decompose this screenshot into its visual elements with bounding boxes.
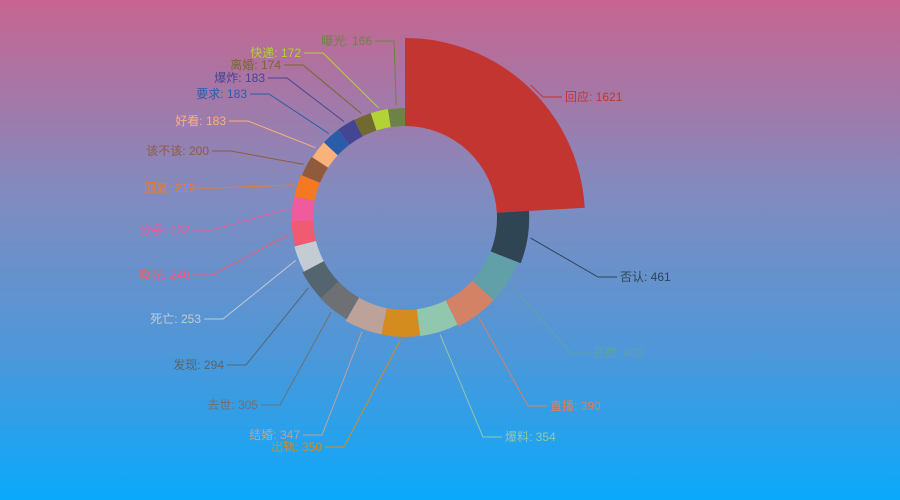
slice-label-0: 回应: 1621 — [565, 89, 623, 104]
slice-label-7: 去世: 305 — [207, 398, 258, 412]
slice-15[interactable] — [323, 129, 350, 156]
slice-label-16: 爆炸: 183 — [214, 71, 265, 85]
slice-label-5: 出轨: 350 — [271, 440, 322, 454]
leader-line-3 — [478, 317, 547, 407]
leader-line-17 — [284, 64, 362, 114]
slice-11[interactable] — [291, 196, 315, 222]
slice-label-15: 要求: 183 — [196, 87, 247, 101]
leader-line-1 — [530, 237, 617, 278]
leader-line-19 — [375, 40, 397, 106]
slice-4[interactable] — [416, 300, 458, 337]
leader-line-4 — [439, 334, 502, 438]
slice-10[interactable] — [291, 220, 316, 247]
leader-line-5 — [325, 339, 402, 448]
slice-2[interactable] — [472, 251, 518, 301]
slice-18[interactable] — [370, 109, 391, 131]
slice-1[interactable] — [490, 210, 530, 264]
slice-label-9: 死亡: 253 — [150, 312, 201, 326]
slice-8[interactable] — [302, 261, 339, 299]
leader-line-10 — [193, 233, 290, 276]
leader-line-15 — [250, 93, 330, 134]
leader-line-16 — [268, 77, 345, 123]
slice-label-8: 发现: 294 — [173, 357, 224, 372]
slice-6[interactable] — [345, 297, 387, 335]
leader-line-7 — [261, 311, 332, 406]
leader-line-18 — [304, 52, 379, 109]
slice-12[interactable] — [294, 174, 321, 201]
leader-line-14 — [229, 120, 316, 149]
slice-label-4: 爆料: 354 — [505, 430, 556, 444]
slice-label-17: 离婚: 174 — [230, 57, 281, 72]
slice-label-12: 回复: 219 — [144, 181, 195, 195]
slice-3[interactable] — [445, 280, 494, 327]
slice-label-10: 曝光: 240 — [139, 268, 190, 282]
slice-17[interactable] — [354, 113, 377, 137]
slice-9[interactable] — [294, 240, 324, 272]
slice-label-18: 快递: 172 — [250, 46, 301, 60]
leader-line-12 — [198, 184, 295, 189]
slice-5[interactable] — [381, 308, 421, 337]
slice-label-2: 开庭: 402 — [593, 345, 644, 360]
leader-line-6 — [303, 331, 363, 436]
leader-line-9 — [204, 259, 297, 320]
slice-16[interactable] — [338, 119, 363, 145]
slice-0[interactable] — [405, 38, 585, 213]
slice-label-14: 好看: 183 — [175, 114, 226, 128]
slice-label-13: 该不该: 200 — [146, 144, 209, 158]
slice-13[interactable] — [301, 156, 329, 183]
slice-19[interactable] — [388, 108, 405, 128]
leader-line-11 — [193, 208, 290, 231]
slice-label-1: 否认: 461 — [620, 270, 671, 284]
slice-label-6: 结婚: 347 — [249, 428, 300, 442]
slice-label-11: 分手: 232 — [139, 223, 190, 237]
slice-label-19: 曝光: 166 — [321, 34, 372, 48]
slice-14[interactable] — [312, 142, 338, 168]
leader-line-0 — [530, 84, 562, 98]
leader-line-13 — [212, 150, 304, 165]
leader-line-2 — [509, 283, 590, 354]
slice-label-3: 直播: 390 — [550, 399, 601, 413]
leader-line-8 — [227, 287, 309, 366]
slice-7[interactable] — [320, 281, 360, 320]
